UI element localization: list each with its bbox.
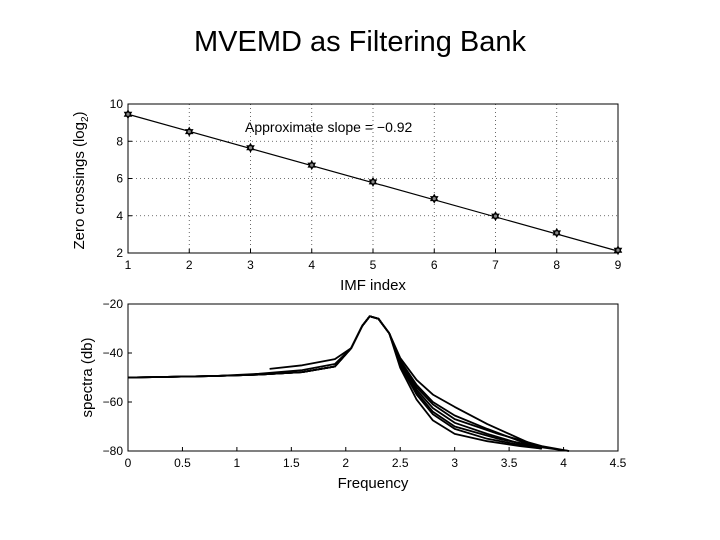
x-tick-label: 2 <box>342 456 349 470</box>
x-axis-label: IMF index <box>340 277 406 294</box>
marker-center <box>310 163 314 167</box>
data-point <box>429 193 439 204</box>
y-axis-label: spectra (db) <box>79 337 96 417</box>
x-tick-label: 6 <box>431 258 438 272</box>
x-tick-label: 4 <box>308 258 315 272</box>
spectrum-line-ch7 <box>269 315 570 452</box>
x-tick-label: 4.5 <box>610 456 627 470</box>
marker-center <box>126 112 130 116</box>
spectrum-line-ch5 <box>127 315 542 450</box>
x-tick-label: 3 <box>451 456 458 470</box>
spectrum-line-ch1 <box>127 315 543 450</box>
marker-center <box>432 197 436 201</box>
data-point <box>491 211 500 222</box>
y-axis-label: Zero crossings (log2) <box>71 111 91 249</box>
y-tick-label: 6 <box>116 172 123 186</box>
data-point <box>368 176 378 187</box>
plot-frame <box>127 303 619 452</box>
y-tick-label: 4 <box>116 209 123 223</box>
spectrum-line-ch2 <box>127 315 543 450</box>
spectrum-line-ch6 <box>160 315 570 452</box>
x-tick-label: 3 <box>247 258 254 272</box>
x-tick-label: 0 <box>125 456 132 470</box>
x-tick-label: 2.5 <box>392 456 409 470</box>
data-point <box>184 126 194 137</box>
marker-center <box>616 248 620 252</box>
x-tick-label: 0.5 <box>174 456 191 470</box>
x-tick-label: 8 <box>553 258 560 272</box>
data-point <box>307 160 317 171</box>
y-tick-label: −40 <box>103 346 124 360</box>
y-tick-label: 8 <box>116 134 123 148</box>
x-tick-label: 2 <box>186 258 193 272</box>
data-point <box>552 227 562 238</box>
spectrum-line-ch3 <box>127 315 543 450</box>
data-point <box>613 245 623 256</box>
marker-center <box>248 146 253 150</box>
y-tick-label: 2 <box>116 246 123 260</box>
y-tick-label: −80 <box>103 444 124 458</box>
spectrum-line-ch4 <box>127 315 542 450</box>
x-tick-label: 1 <box>125 258 132 272</box>
data-point <box>246 142 255 153</box>
data-point <box>123 109 133 120</box>
x-tick-label: 3.5 <box>501 456 518 470</box>
marker-center <box>555 231 559 235</box>
slope-annotation: Approximate slope = −0.92 <box>245 119 413 135</box>
x-tick-label: 5 <box>370 258 377 272</box>
y-tick-label: −20 <box>103 297 124 311</box>
x-tick-label: 4 <box>560 456 567 470</box>
marker-center <box>187 129 191 134</box>
x-tick-label: 1 <box>234 456 241 470</box>
x-tick-label: 1.5 <box>283 456 300 470</box>
spectra-chart: 0 0.5 1 1.5 2 2.5 3 3.5 4 4.5 −80 −60 −40 −20 Frequenc… <box>79 297 627 492</box>
x-tick-label: 9 <box>615 258 622 272</box>
y-tick-label: 10 <box>110 97 124 111</box>
y-tick-label: −60 <box>103 395 124 409</box>
x-axis-label: Frequency <box>338 475 409 492</box>
marker-center <box>371 180 375 184</box>
x-tick-label: 7 <box>492 258 499 272</box>
slide-title: MVEMD as Filtering Bank <box>194 26 526 58</box>
marker-center <box>493 214 498 218</box>
